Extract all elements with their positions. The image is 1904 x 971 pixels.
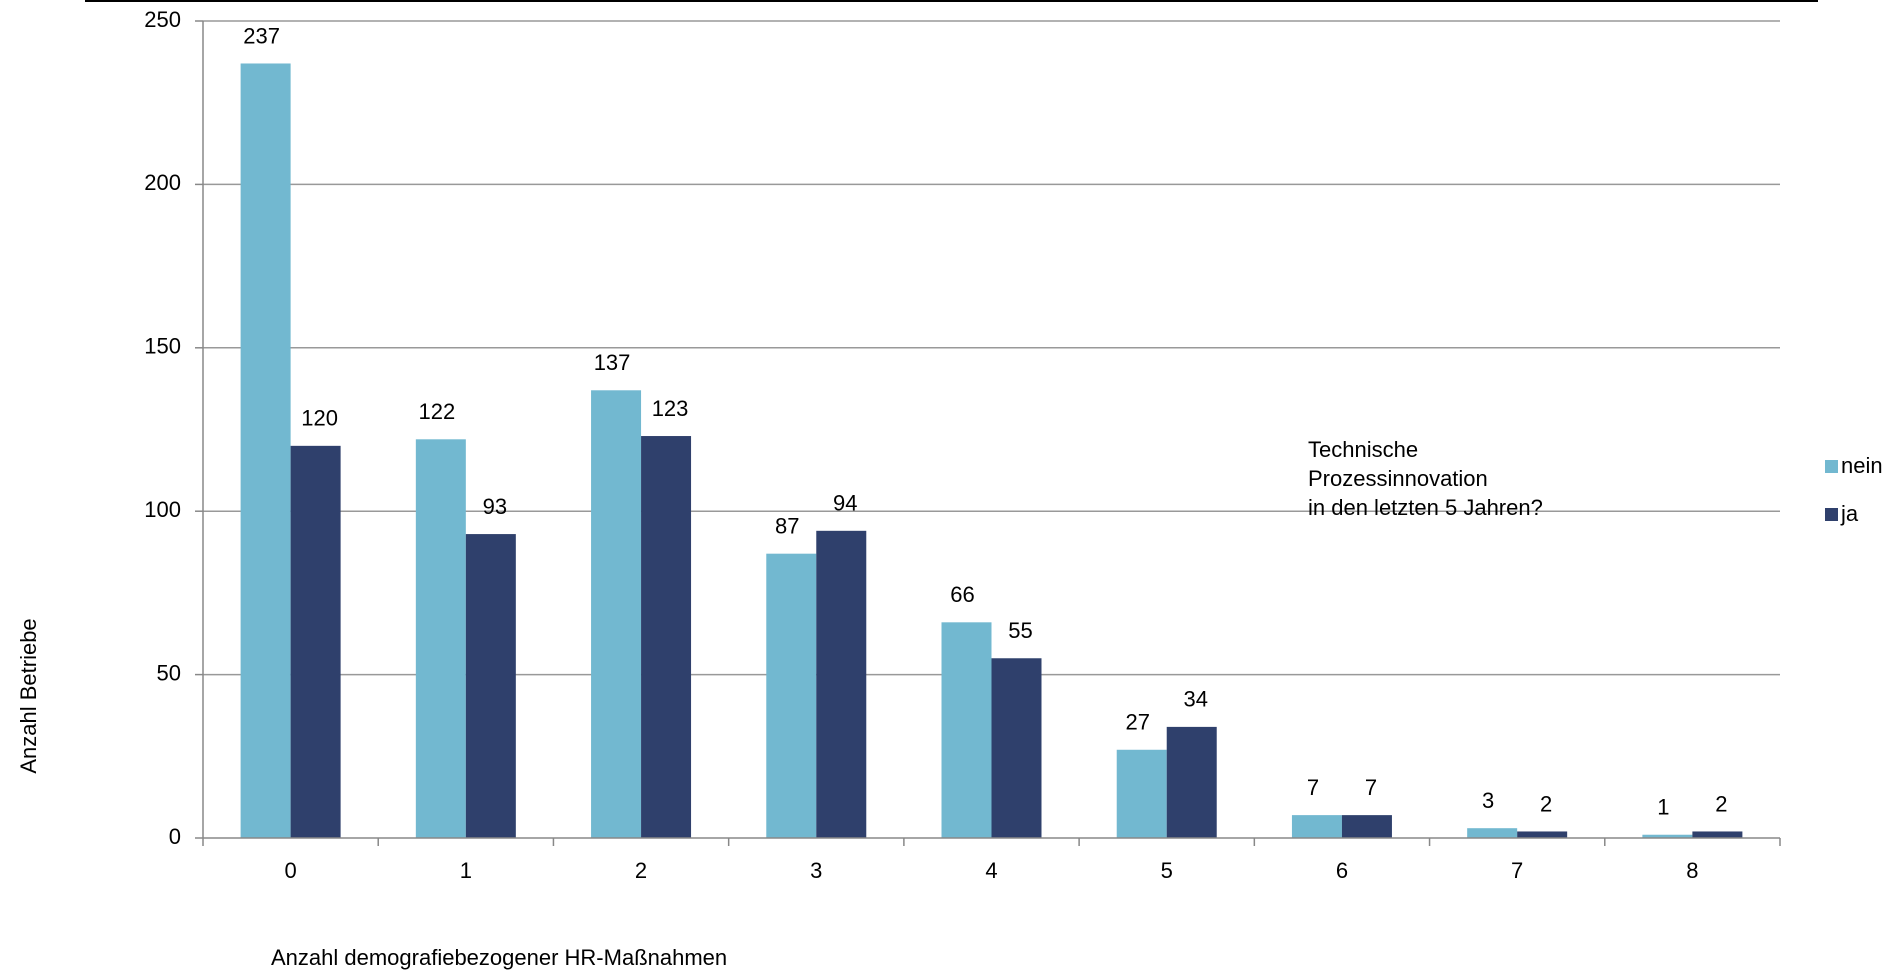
bar (465, 534, 516, 838)
x-tick-label: 1 (460, 858, 472, 883)
data-label: 94 (833, 491, 857, 516)
bar (1341, 815, 1392, 838)
x-tick-label: 2 (635, 858, 647, 883)
x-tick-label: 5 (1161, 858, 1173, 883)
bar (641, 436, 692, 838)
legend-swatch (1825, 460, 1838, 473)
y-axis-title: Anzahl Betriebe (16, 618, 41, 773)
annotation: Prozessinnovation (1308, 466, 1488, 491)
bar (1692, 831, 1743, 838)
legend-label: ja (1840, 501, 1859, 526)
bar (1467, 828, 1518, 838)
x-tick-label: 6 (1336, 858, 1348, 883)
bar (290, 445, 341, 838)
bar (1291, 815, 1342, 838)
legend-swatch (1825, 508, 1838, 521)
data-label: 27 (1125, 710, 1149, 735)
annotation: Technische (1308, 437, 1418, 462)
data-label: 2 (1540, 791, 1552, 816)
y-tick-label: 250 (144, 7, 181, 32)
y-tick-label: 200 (144, 170, 181, 195)
legend-label: nein (1841, 453, 1883, 478)
bar (1116, 749, 1167, 838)
bar (240, 63, 291, 838)
bar (1517, 831, 1568, 838)
y-tick-label: 150 (144, 334, 181, 359)
data-label: 1 (1657, 795, 1669, 820)
data-label: 87 (775, 513, 799, 538)
data-label: 55 (1008, 618, 1032, 643)
data-label: 7 (1307, 775, 1319, 800)
data-label: 137 (594, 350, 631, 375)
x-tick-label: 7 (1511, 858, 1523, 883)
y-tick-label: 100 (144, 497, 181, 522)
y-tick-label: 50 (157, 660, 181, 685)
data-label: 7 (1365, 775, 1377, 800)
bar (941, 622, 992, 838)
x-tick-label: 8 (1686, 858, 1698, 883)
x-tick-label: 4 (985, 858, 997, 883)
data-label: 122 (418, 399, 455, 424)
bar (591, 390, 642, 838)
data-label: 93 (483, 494, 507, 519)
y-tick-label: 0 (169, 824, 181, 849)
bar (991, 658, 1042, 838)
x-axis-title: Anzahl demografiebezogener HR-Maßnahmen (271, 945, 727, 970)
data-label: 237 (243, 23, 280, 48)
annotation: in den letzten 5 Jahren? (1308, 495, 1543, 520)
bar (1642, 834, 1693, 838)
data-label: 66 (950, 582, 974, 607)
data-label: 34 (1183, 687, 1207, 712)
bar (415, 439, 466, 838)
bar (766, 553, 817, 838)
data-label: 120 (301, 406, 338, 431)
x-tick-label: 0 (284, 858, 296, 883)
bar (816, 530, 867, 838)
data-label: 2 (1715, 791, 1727, 816)
bar (1166, 726, 1217, 838)
data-label: 3 (1482, 788, 1494, 813)
data-label: 123 (652, 396, 689, 421)
x-tick-label: 3 (810, 858, 822, 883)
